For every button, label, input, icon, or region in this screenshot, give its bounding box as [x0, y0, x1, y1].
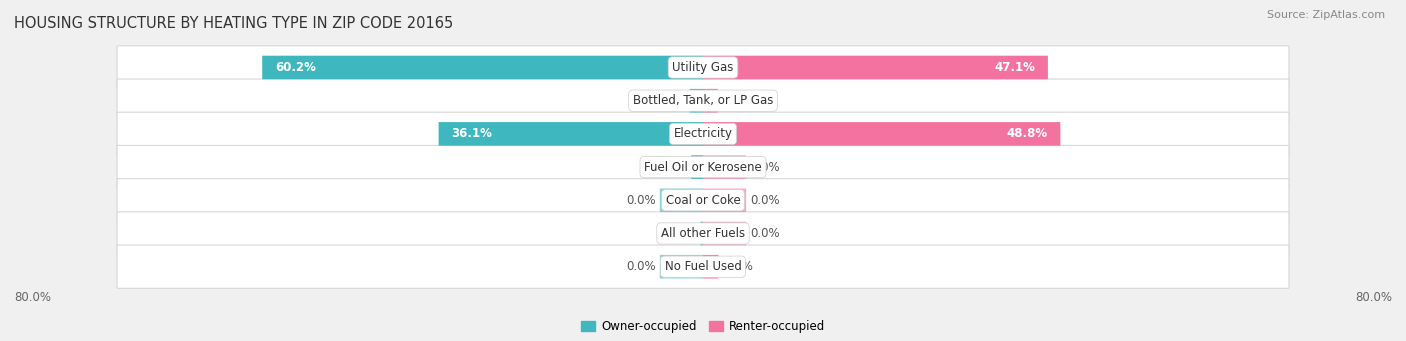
- Text: Source: ZipAtlas.com: Source: ZipAtlas.com: [1267, 10, 1385, 20]
- FancyBboxPatch shape: [690, 89, 703, 113]
- Text: 2.1%: 2.1%: [723, 260, 752, 273]
- FancyBboxPatch shape: [117, 146, 1289, 189]
- FancyBboxPatch shape: [117, 179, 1289, 222]
- Text: Bottled, Tank, or LP Gas: Bottled, Tank, or LP Gas: [633, 94, 773, 107]
- FancyBboxPatch shape: [703, 222, 747, 245]
- FancyBboxPatch shape: [703, 89, 718, 113]
- Text: No Fuel Used: No Fuel Used: [665, 260, 741, 273]
- Text: 80.0%: 80.0%: [14, 291, 51, 303]
- FancyBboxPatch shape: [659, 255, 703, 279]
- Text: All other Fuels: All other Fuels: [661, 227, 745, 240]
- Text: 0.32%: 0.32%: [659, 227, 696, 240]
- FancyBboxPatch shape: [703, 122, 1060, 146]
- FancyBboxPatch shape: [117, 79, 1289, 122]
- Text: HOUSING STRUCTURE BY HEATING TYPE IN ZIP CODE 20165: HOUSING STRUCTURE BY HEATING TYPE IN ZIP…: [14, 16, 453, 31]
- Text: 0.0%: 0.0%: [626, 260, 655, 273]
- Text: 0.0%: 0.0%: [751, 161, 780, 174]
- FancyBboxPatch shape: [117, 245, 1289, 288]
- Text: 1.6%: 1.6%: [657, 161, 688, 174]
- Text: 0.0%: 0.0%: [751, 227, 780, 240]
- FancyBboxPatch shape: [700, 222, 703, 245]
- FancyBboxPatch shape: [703, 56, 1047, 79]
- FancyBboxPatch shape: [703, 255, 718, 279]
- FancyBboxPatch shape: [703, 189, 747, 212]
- Legend: Owner-occupied, Renter-occupied: Owner-occupied, Renter-occupied: [581, 320, 825, 333]
- FancyBboxPatch shape: [659, 189, 703, 212]
- FancyBboxPatch shape: [703, 155, 747, 179]
- Text: 1.8%: 1.8%: [655, 94, 686, 107]
- Text: Coal or Coke: Coal or Coke: [665, 194, 741, 207]
- Text: 80.0%: 80.0%: [1355, 291, 1392, 303]
- Text: 60.2%: 60.2%: [276, 61, 316, 74]
- FancyBboxPatch shape: [439, 122, 703, 146]
- Text: Electricity: Electricity: [673, 128, 733, 140]
- Text: 36.1%: 36.1%: [451, 128, 492, 140]
- Text: 2.0%: 2.0%: [721, 94, 752, 107]
- Text: 0.0%: 0.0%: [626, 194, 655, 207]
- FancyBboxPatch shape: [262, 56, 703, 79]
- Text: 47.1%: 47.1%: [994, 61, 1035, 74]
- FancyBboxPatch shape: [117, 112, 1289, 155]
- Text: Fuel Oil or Kerosene: Fuel Oil or Kerosene: [644, 161, 762, 174]
- Text: Utility Gas: Utility Gas: [672, 61, 734, 74]
- FancyBboxPatch shape: [692, 155, 703, 179]
- FancyBboxPatch shape: [117, 46, 1289, 89]
- Text: 0.0%: 0.0%: [751, 194, 780, 207]
- FancyBboxPatch shape: [117, 212, 1289, 255]
- Text: 48.8%: 48.8%: [1007, 128, 1047, 140]
